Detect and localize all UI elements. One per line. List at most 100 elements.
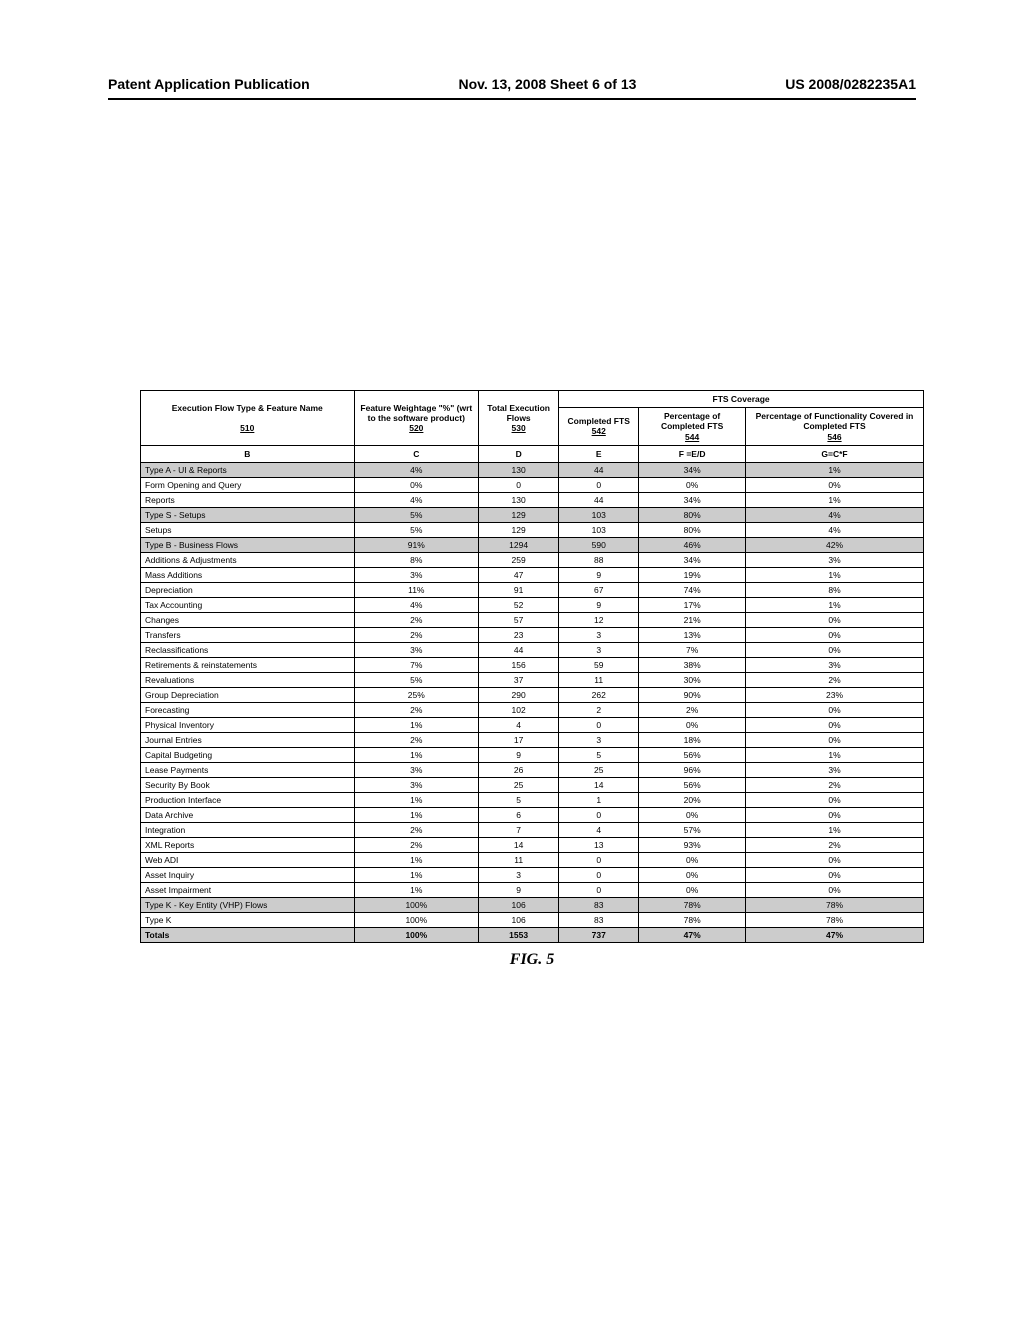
- col-letter-d: D: [479, 445, 559, 462]
- cell-completed: 67: [559, 582, 639, 597]
- cell-func: 23%: [746, 687, 924, 702]
- cell-completed: 13: [559, 837, 639, 852]
- cell-weight: 0%: [354, 477, 479, 492]
- cell-name: Journal Entries576: [141, 732, 355, 747]
- figure-caption: FIG. 5: [140, 951, 924, 969]
- cell-func: 47%: [746, 927, 924, 942]
- cell-name: Depreciation566: [141, 582, 355, 597]
- cell-total: 11: [479, 852, 559, 867]
- cell-func: 0%: [746, 627, 924, 642]
- cell-pct: 21%: [639, 612, 746, 627]
- cell-total: 5: [479, 792, 559, 807]
- cell-pct: 0%: [639, 717, 746, 732]
- col-letter-row: B C D E F =E/D G=C*F: [141, 445, 924, 462]
- table-row: Type S - Setups5%12910380%4%: [141, 507, 924, 522]
- cell-total: 129: [479, 507, 559, 522]
- table-row: Asset Inquiry5851%300%0%: [141, 867, 924, 882]
- cell-completed: 3: [559, 642, 639, 657]
- table-row: Additions & Adjustments5648%2598834%3%: [141, 552, 924, 567]
- cell-pct: 30%: [639, 672, 746, 687]
- cell-func: 4%: [746, 507, 924, 522]
- cell-name: Type K - Key Entity (VHP) Flows590: [141, 897, 355, 912]
- cell-weight: 2%: [354, 822, 479, 837]
- cell-total: 44: [479, 642, 559, 657]
- cell-pct: 80%: [639, 522, 746, 537]
- table-row: Type A - UI & Reports4%1304434%1%: [141, 462, 924, 477]
- cell-name: Form Opening and Query561: [141, 477, 355, 492]
- cell-total: 23: [479, 627, 559, 642]
- cell-completed: 0: [559, 807, 639, 822]
- cell-weight: 1%: [354, 747, 479, 762]
- cell-weight: 100%: [354, 897, 479, 912]
- cell-pct: 90%: [639, 687, 746, 702]
- table-row: Forecasting5742%10222%0%: [141, 702, 924, 717]
- table-row: Group Depreciation57325%29026290%23%: [141, 687, 924, 702]
- cell-name: Production Interface580: [141, 792, 355, 807]
- cell-pct: 13%: [639, 627, 746, 642]
- cell-func: 3%: [746, 657, 924, 672]
- col-pct-header: Percentage of Completed FTS 544: [639, 408, 746, 446]
- cell-func: 0%: [746, 702, 924, 717]
- cell-total: 102: [479, 702, 559, 717]
- cell-total: 3: [479, 867, 559, 882]
- cell-completed: 590: [559, 537, 639, 552]
- table-row: Transfers5692%23313%0%: [141, 627, 924, 642]
- cell-weight: 5%: [354, 672, 479, 687]
- cell-weight: 4%: [354, 492, 479, 507]
- cell-completed: 0: [559, 867, 639, 882]
- header-left: Patent Application Publication: [108, 76, 310, 92]
- cell-completed: 0: [559, 882, 639, 897]
- col-letter-c: C: [354, 445, 479, 462]
- table-row: Production Interface5801%5120%0%: [141, 792, 924, 807]
- cell-weight: 100%: [354, 912, 479, 927]
- cell-name: Setups563: [141, 522, 355, 537]
- cell-total: 7: [479, 822, 559, 837]
- table-row: Data Archive5811%600%0%: [141, 807, 924, 822]
- cell-completed: 0: [559, 477, 639, 492]
- cell-name: Physical Inventory575: [141, 717, 355, 732]
- cell-pct: 20%: [639, 792, 746, 807]
- cell-completed: 59: [559, 657, 639, 672]
- cell-total: 26: [479, 762, 559, 777]
- table-row: Capital Budgeting5771%9556%1%: [141, 747, 924, 762]
- table-row: Integration5822%7457%1%: [141, 822, 924, 837]
- cell-name: Asset Impairment586: [141, 882, 355, 897]
- cell-func: 4%: [746, 522, 924, 537]
- cell-total: 259: [479, 552, 559, 567]
- cell-func: 78%: [746, 912, 924, 927]
- table-row: Depreciation56611%916774%8%: [141, 582, 924, 597]
- cell-name: Type K: [141, 912, 355, 927]
- cell-name: Transfers569: [141, 627, 355, 642]
- cell-weight: 2%: [354, 732, 479, 747]
- cell-total: 25: [479, 777, 559, 792]
- cell-completed: 9: [559, 597, 639, 612]
- cell-func: 0%: [746, 852, 924, 867]
- col-name-header: Execution Flow Type & Feature Name 510: [141, 391, 355, 446]
- cell-total: 4: [479, 717, 559, 732]
- table-row: Asset Impairment5861%900%0%: [141, 882, 924, 897]
- cell-name: Mass Additions565: [141, 567, 355, 582]
- cell-pct: 46%: [639, 537, 746, 552]
- cell-completed: 0: [559, 717, 639, 732]
- cell-pct: 2%: [639, 702, 746, 717]
- cell-func: 42%: [746, 537, 924, 552]
- cell-weight: 4%: [354, 597, 479, 612]
- cell-name: Integration582: [141, 822, 355, 837]
- cell-pct: 17%: [639, 597, 746, 612]
- cell-pct: 47%: [639, 927, 746, 942]
- cell-weight: 1%: [354, 792, 479, 807]
- cell-weight: 8%: [354, 552, 479, 567]
- cell-name: Web ADI584: [141, 852, 355, 867]
- cell-completed: 11: [559, 672, 639, 687]
- table-row: Setups5635%12910380%4%: [141, 522, 924, 537]
- cell-pct: 34%: [639, 552, 746, 567]
- cell-pct: 96%: [639, 762, 746, 777]
- cell-name: Additions & Adjustments564: [141, 552, 355, 567]
- cell-completed: 103: [559, 507, 639, 522]
- cell-pct: 18%: [639, 732, 746, 747]
- cell-pct: 0%: [639, 852, 746, 867]
- cell-pct: 0%: [639, 807, 746, 822]
- cell-func: 3%: [746, 552, 924, 567]
- cell-name: Reclassifications570: [141, 642, 355, 657]
- cell-weight: 2%: [354, 702, 479, 717]
